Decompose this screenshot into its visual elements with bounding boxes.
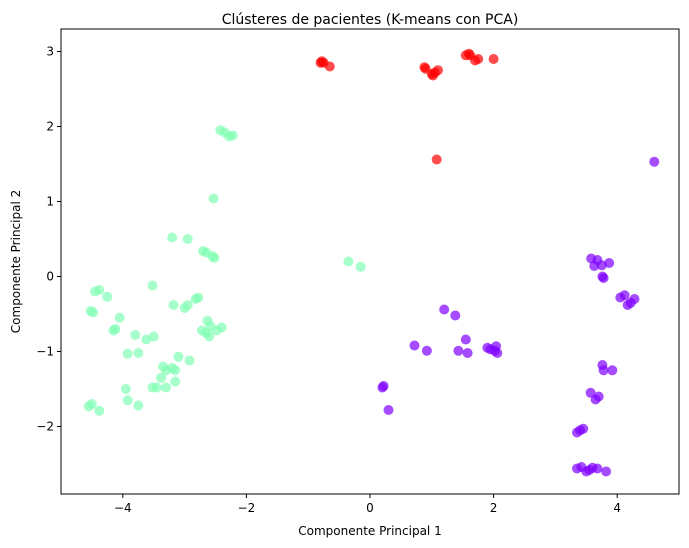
y-tick-label: −2 — [36, 420, 54, 434]
scatter-point — [607, 365, 618, 376]
scatter-point — [324, 61, 335, 72]
scatter-point — [208, 193, 219, 204]
scatter-point — [122, 395, 133, 406]
scatter-point — [108, 325, 119, 336]
scatter-point — [428, 70, 438, 81]
scatter-point — [94, 285, 105, 295]
scatter-point — [161, 382, 172, 393]
scatter-point — [592, 463, 603, 474]
scatter-point — [581, 466, 592, 477]
scatter-point — [170, 365, 181, 376]
scatter-point — [156, 372, 167, 383]
x-tick-label: 0 — [366, 501, 374, 515]
y-tick-label: 1 — [46, 195, 54, 209]
scatter-point — [460, 334, 471, 345]
y-tick-label: 0 — [46, 270, 54, 284]
scatter-point — [488, 54, 499, 64]
scatter-point — [473, 54, 484, 64]
scatter-point — [102, 291, 113, 302]
scatter-point — [598, 365, 609, 376]
scatter-point — [421, 345, 432, 356]
scatter-point — [182, 300, 193, 310]
scatter-point — [170, 376, 181, 387]
y-tick-label: −1 — [36, 345, 54, 359]
x-axis-label: Componente Principal 1 — [298, 524, 441, 538]
scatter-point — [120, 384, 131, 394]
scatter-point — [619, 290, 630, 301]
scatter-point — [167, 232, 178, 243]
scatter-point — [649, 156, 660, 167]
scatter-point — [85, 306, 96, 316]
scatter-point — [86, 399, 97, 409]
scatter-point — [629, 294, 640, 304]
scatter-point — [184, 355, 195, 366]
scatter-point — [604, 258, 615, 268]
scatter-point — [227, 130, 238, 141]
scatter-point — [193, 292, 204, 303]
scatter-point — [151, 382, 162, 393]
scatter-point — [450, 310, 461, 321]
scatter-point — [94, 405, 105, 416]
scatter-point — [597, 271, 608, 282]
axis-ticks: −4 −2 0 2 4 −2 −1 0 1 2 3 — [36, 45, 621, 516]
chart-title: Clústeres de pacientes (K-means con PCA) — [222, 12, 519, 28]
scatter-point — [198, 246, 209, 256]
scatter-point — [377, 382, 388, 393]
data-points — [83, 48, 660, 477]
x-tick-label: 4 — [613, 501, 621, 515]
scatter-point — [590, 394, 601, 405]
scatter-point — [572, 427, 582, 438]
scatter-point — [209, 252, 220, 263]
scatter-point — [122, 348, 133, 359]
scatter-point — [355, 261, 366, 272]
x-tick-label: 2 — [490, 501, 498, 515]
scatter-point — [622, 300, 633, 310]
scatter-point — [409, 340, 420, 351]
scatter-point — [439, 304, 450, 315]
scatter-point — [601, 466, 612, 477]
x-tick-label: −4 — [114, 501, 132, 515]
scatter-point — [383, 405, 394, 415]
scatter-point — [148, 331, 159, 342]
scatter-point — [204, 331, 215, 342]
scatter-point — [114, 312, 125, 323]
y-tick-label: 3 — [46, 45, 54, 59]
scatter-point — [489, 345, 500, 356]
scatter-point — [173, 351, 184, 362]
y-tick-label: 2 — [46, 120, 54, 134]
scatter-point — [462, 348, 473, 358]
scatter-point — [453, 345, 464, 356]
scatter-point — [216, 322, 227, 333]
x-tick-label: −2 — [238, 501, 256, 515]
scatter-point — [419, 62, 430, 73]
scatter-point — [130, 330, 141, 340]
scatter-point — [343, 256, 354, 267]
scatter-point — [168, 300, 179, 310]
plot-frame — [60, 28, 680, 495]
scatter-point — [147, 280, 158, 291]
y-axis-label: Componente Principal 2 — [9, 190, 23, 333]
scatter-point — [133, 348, 144, 358]
scatter-point — [182, 234, 193, 244]
scatter-point — [133, 400, 144, 411]
scatter-point — [431, 154, 442, 165]
scatter-point — [589, 261, 600, 271]
